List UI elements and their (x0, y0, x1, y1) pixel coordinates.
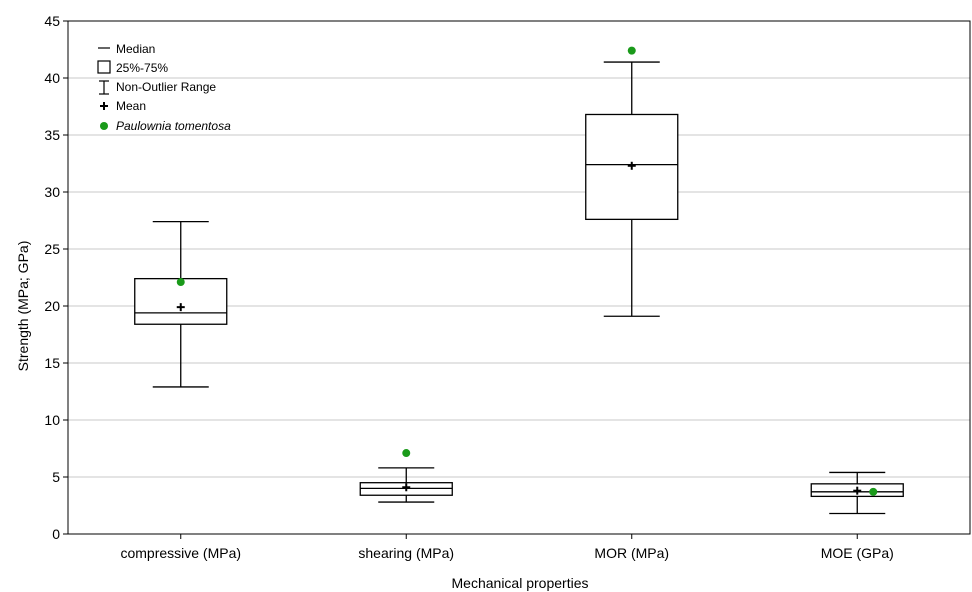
legend-point-label: Paulownia tomentosa (116, 119, 231, 133)
x-axis-label: Mechanical properties (452, 575, 589, 591)
y-tick-label: 10 (44, 412, 60, 428)
legend-whisker-label: Non-Outlier Range (116, 80, 216, 94)
y-axis-label: Strength (MPa; GPa) (15, 241, 31, 372)
plot-frame (67, 20, 971, 535)
y-tick-label: 0 (52, 526, 60, 542)
box-group (810, 471, 904, 515)
y-tick-label: 35 (44, 127, 60, 143)
legend-mean-label: Mean (116, 99, 146, 113)
legend-box-label: 25%-75% (116, 61, 168, 75)
species-point (627, 46, 636, 55)
y-tick-label: 30 (44, 184, 60, 200)
iqr-box (134, 277, 228, 325)
grid-lines (68, 77, 970, 478)
box-group (134, 220, 228, 388)
x-tick-label: compressive (MPa) (120, 545, 241, 561)
y-tick-label: 20 (44, 298, 60, 314)
boxes (134, 46, 904, 515)
legend-point-symbol (100, 122, 108, 130)
axes: 0 5 10 15 20 25 30 35 40 45 compressive (MPa) shear… (44, 13, 971, 561)
x-tick-label: MOE (GPa) (821, 545, 894, 561)
species-point (869, 487, 878, 496)
box-group (585, 46, 679, 317)
y-tick-label: 40 (44, 70, 60, 86)
y-tick-label: 45 (44, 13, 60, 29)
y-tick-label: 15 (44, 355, 60, 371)
species-point (176, 278, 185, 287)
legend-box-symbol (97, 60, 111, 74)
species-point (402, 449, 411, 458)
x-tick-label: MOR (MPa) (594, 545, 669, 561)
y-tick-label: 25 (44, 241, 60, 257)
legend-mean-symbol (100, 102, 108, 110)
legend-whisker-symbol (99, 80, 109, 95)
legend: Median 25%-75% Non-Outlier Range Mean Pa… (97, 42, 231, 133)
legend-median-label: Median (116, 42, 155, 56)
x-tick-label: shearing (MPa) (358, 545, 454, 561)
y-tick-label: 5 (52, 469, 60, 485)
box-group (359, 449, 453, 503)
